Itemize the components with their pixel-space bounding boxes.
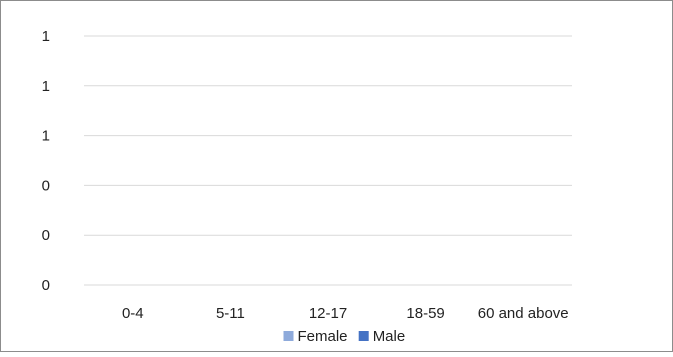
legend: Female Male: [283, 328, 406, 345]
x-tick-label: 5-11: [216, 305, 245, 322]
grid-layer: [84, 35, 572, 286]
y-axis-ticks: 0 0 0 1 1 1: [42, 28, 50, 294]
y-tick-label: 1: [42, 28, 50, 45]
legend-label-female: Female: [298, 328, 348, 345]
x-axis-ticks: 0-4 5-11 12-17 18-59 60 and above: [122, 305, 569, 322]
y-tick-label: 0: [42, 177, 50, 194]
x-tick-label: 12-17: [309, 305, 347, 322]
legend-swatch-female: [283, 331, 294, 341]
x-tick-label: 18-59: [406, 305, 444, 322]
y-tick-label: 1: [42, 128, 50, 145]
legend-swatch-male: [358, 331, 369, 341]
y-tick-label: 0: [42, 227, 50, 244]
x-tick-label: 60 and above: [478, 305, 569, 322]
x-tick-label: 0-4: [122, 305, 144, 322]
y-tick-label: 0: [42, 277, 50, 294]
y-tick-label: 1: [42, 78, 50, 95]
legend-label-male: Male: [373, 328, 406, 345]
